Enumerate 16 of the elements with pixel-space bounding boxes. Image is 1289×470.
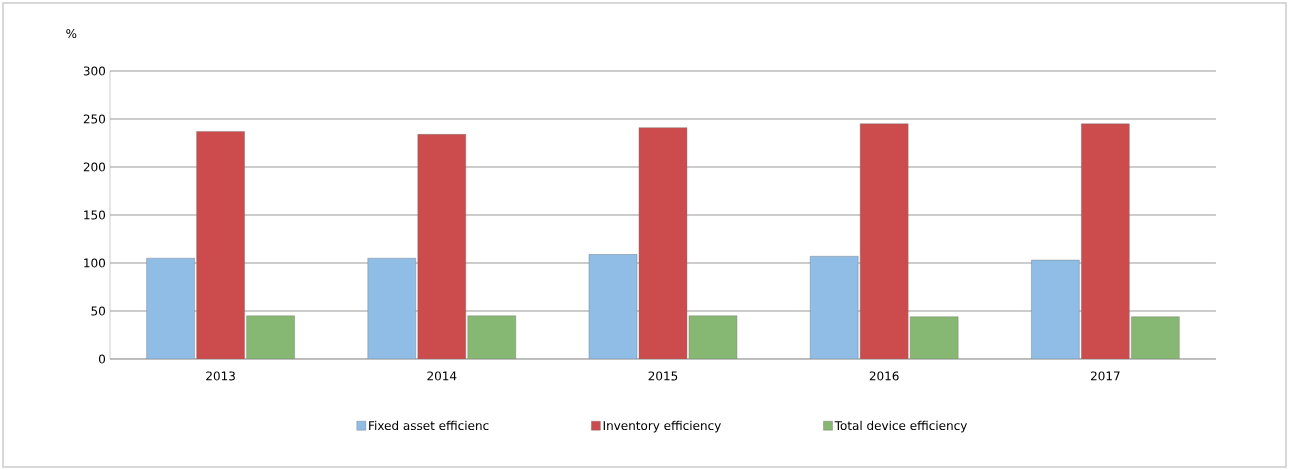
y-tick-label: 50: [91, 306, 106, 316]
y-tick-label: 150: [84, 210, 106, 220]
legend-label: Fixed asset efficienc: [369, 420, 489, 431]
y-tick-label: 200: [83, 162, 106, 172]
y-tick-label: 300: [83, 66, 106, 76]
y-tick-label: 0: [98, 354, 106, 364]
y-tick-label: 250: [83, 114, 106, 124]
x-tick-label: 2016: [869, 371, 899, 381]
x-tick-label: 2014: [427, 371, 457, 381]
x-tick-label: 2017: [1090, 371, 1120, 381]
y-axis-title: %: [66, 29, 77, 39]
x-tick-label: 2015: [648, 371, 678, 381]
legend-label: Total device efficiency: [834, 420, 967, 433]
x-tick-label: 2013: [206, 371, 235, 381]
y-tick-label: 100: [84, 258, 106, 268]
legend-label: Inventory efficiency: [603, 420, 721, 433]
